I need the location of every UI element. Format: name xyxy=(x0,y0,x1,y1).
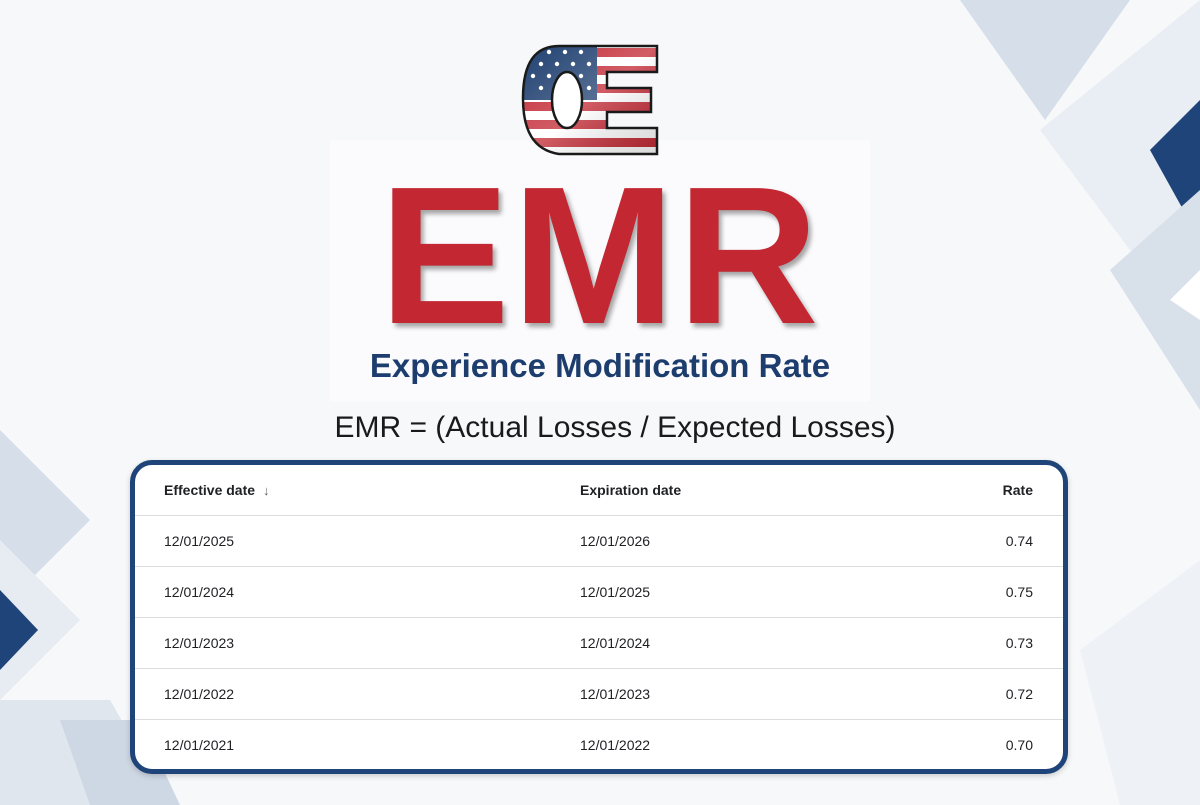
cell-effective-date: 12/01/2021 xyxy=(164,737,235,753)
emr-subtitle: Experience Modification Rate xyxy=(369,347,831,384)
table-header-row: Effective date ↓ Expiration date Rate xyxy=(135,465,1063,516)
column-header-rate[interactable]: Rate xyxy=(960,465,1063,516)
sort-descending-icon[interactable]: ↓ xyxy=(263,483,270,498)
cell-effective-date: 12/01/2025 xyxy=(135,515,580,567)
column-header-effective-label: Effective date xyxy=(164,482,256,498)
cell-effective-date: 12/01/2022 xyxy=(135,668,580,720)
cell-rate: 0.74 xyxy=(960,515,1063,567)
emr-rates-table: Effective date ↓ Expiration date Rate 12/… xyxy=(135,465,1063,770)
cell-effective-date: 12/01/2023 xyxy=(135,617,580,669)
emr-title: EMR xyxy=(379,146,821,365)
cell-expiration-date: 12/01/2024 xyxy=(580,617,960,669)
table-row: 12/01/2022 12/01/2023 0.72 xyxy=(135,668,1063,720)
cell-rate: 0.75 xyxy=(960,566,1063,618)
table-row: 12/01/2025 12/01/2026 0.74 xyxy=(135,515,1063,567)
oe-flag-logo-icon xyxy=(521,44,659,156)
table-row: 12/01/2021 12/01/2022 0.70 xyxy=(135,720,1063,770)
cell-expiration-date: 12/01/2022 xyxy=(580,737,651,753)
cell-rate: 0.73 xyxy=(960,617,1063,669)
column-header-expiration-date[interactable]: Expiration date xyxy=(580,465,960,516)
cell-expiration-date: 12/01/2025 xyxy=(580,566,960,618)
emr-rates-table-card: Effective date ↓ Expiration date Rate 12/… xyxy=(130,460,1068,774)
column-header-effective-date[interactable]: Effective date ↓ xyxy=(135,465,580,516)
cell-effective-date: 12/01/2024 xyxy=(135,566,580,618)
cell-expiration-date: 12/01/2026 xyxy=(580,515,960,567)
cell-expiration-date: 12/01/2023 xyxy=(580,668,960,720)
cell-rate: 0.70 xyxy=(1005,737,1033,753)
cell-rate: 0.72 xyxy=(960,668,1063,720)
table-row: 12/01/2023 12/01/2024 0.73 xyxy=(135,617,1063,669)
table-row: 12/01/2024 12/01/2025 0.75 xyxy=(135,566,1063,618)
emr-formula: EMR = (Actual Losses / Expected Losses) xyxy=(334,411,896,444)
